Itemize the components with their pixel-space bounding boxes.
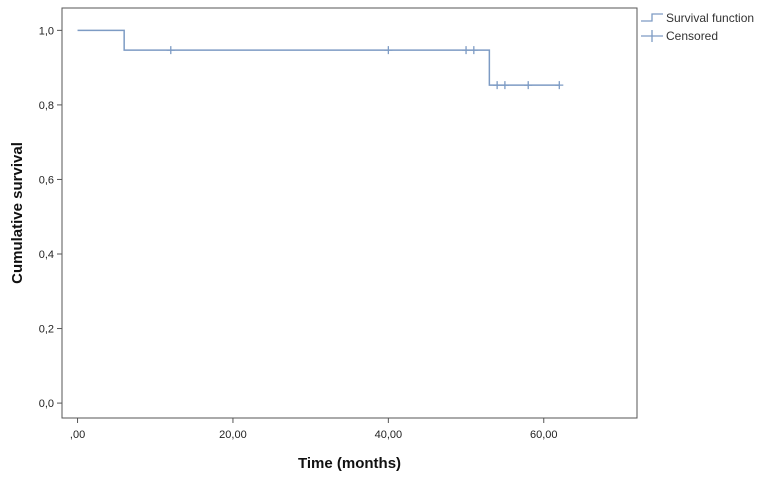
censored-mark [462, 46, 471, 55]
y-tick-label: 0,0 [39, 398, 54, 410]
censored-mark [166, 46, 175, 55]
legend-censor-icon [641, 30, 663, 42]
censored-mark [469, 46, 478, 55]
plot-frame [61, 7, 638, 419]
survival-function-line [77, 29, 560, 86]
y-tick-label: 0,4 [39, 249, 54, 261]
censored-mark [500, 81, 509, 90]
censored-marks [166, 46, 564, 90]
censored-mark [384, 46, 393, 55]
x-tick-label: 60,00 [530, 429, 558, 441]
censored-mark [524, 81, 533, 90]
y-tick-label: 0,2 [39, 324, 54, 336]
x-tick-label: 40,00 [375, 429, 403, 441]
y-tick-label: 0,6 [39, 174, 54, 186]
x-axis-title: Time (months) [298, 455, 401, 472]
x-tick-label: ,00 [70, 429, 85, 441]
x-tick-label: 20,00 [219, 429, 247, 441]
censored-mark [555, 81, 564, 90]
y-axis: 0,0 0,2 0,4 0,6 0,8 1,0 [39, 25, 62, 410]
legend-step-icon [641, 13, 663, 22]
legend-label-survival-function: Survival function [666, 11, 754, 25]
legend: Survival function Censored [641, 11, 754, 43]
x-axis: ,00 20,00 40,00 60,00 [70, 418, 558, 441]
y-axis-title: Cumulative survival [9, 142, 26, 284]
y-tick-label: 1,0 [39, 25, 54, 37]
y-tick-label: 0,8 [39, 100, 54, 112]
censored-mark [493, 81, 502, 90]
legend-label-censored: Censored [666, 29, 718, 43]
